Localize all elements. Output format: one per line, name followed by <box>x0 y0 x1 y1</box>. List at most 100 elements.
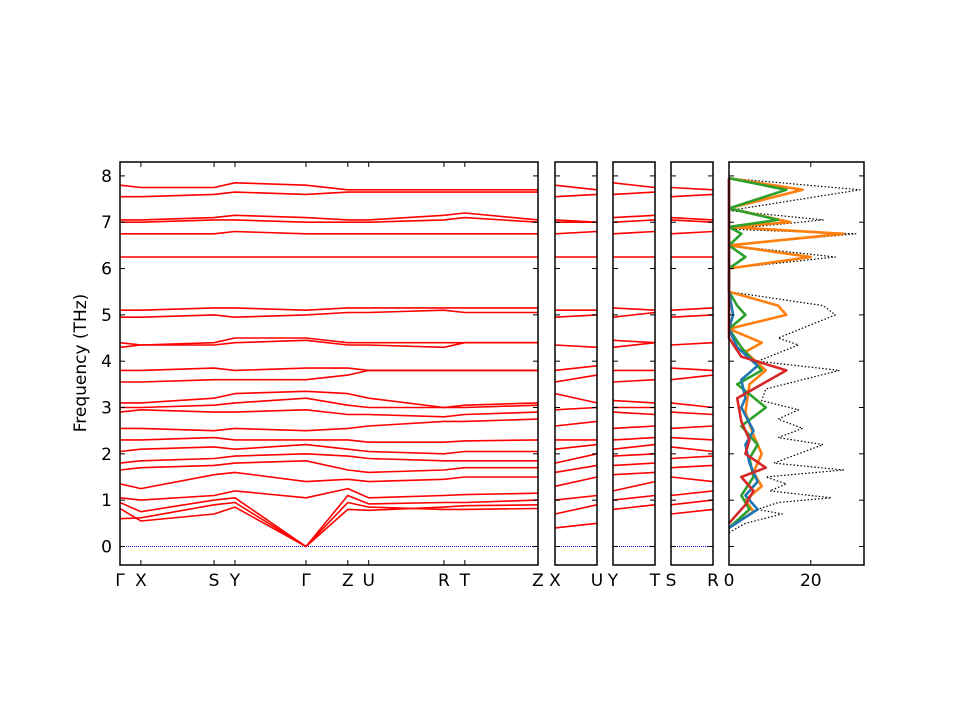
high-symmetry-label: Z <box>532 571 544 591</box>
band-line-2-20 <box>612 219 656 223</box>
band-line-0-5 <box>119 459 538 474</box>
high-symmetry-label: T <box>649 571 661 591</box>
band-line-2-1 <box>612 494 656 501</box>
y-tick-label: 4 <box>101 352 112 372</box>
band-line-0-22 <box>120 212 539 221</box>
band-line-1-11 <box>554 374 598 383</box>
band-line-1-10 <box>554 392 598 404</box>
high-symmetry-label: Γ <box>115 571 125 591</box>
band-line-0-17 <box>120 309 538 319</box>
band-line-1-3 <box>554 476 598 488</box>
band-line-2-6 <box>612 443 656 450</box>
high-symmetry-label: T <box>459 571 471 591</box>
high-symmetry-label: X <box>135 571 147 591</box>
band-line-3-10 <box>670 402 714 409</box>
band-line-3-14 <box>670 314 714 318</box>
band-line-2-22 <box>612 191 656 196</box>
band-line-3-18 <box>670 219 714 223</box>
band-line-0-14 <box>120 367 538 372</box>
band-line-2-23 <box>612 182 656 189</box>
band-line-1-17 <box>554 230 598 235</box>
high-symmetry-label: S <box>666 571 677 591</box>
band-panel-frame <box>554 161 598 566</box>
band-line-0-16 <box>119 337 538 346</box>
dos-x-tick-label: 20 <box>800 571 822 591</box>
band-line-2-12 <box>612 378 656 383</box>
band-line-3-19 <box>670 216 714 221</box>
high-symmetry-label: X <box>549 571 561 591</box>
band-line-1-19 <box>554 219 598 223</box>
band-line-3-2 <box>670 490 714 497</box>
band-line-3-13 <box>670 341 714 346</box>
band-line-2-11 <box>612 399 656 404</box>
band-line-0-18 <box>120 307 538 312</box>
band-line-2-21 <box>612 214 656 219</box>
band-line-1-1 <box>554 504 598 515</box>
band-line-0-9 <box>120 418 539 432</box>
high-symmetry-label: S <box>209 571 220 591</box>
band-line-0-0 <box>119 501 539 548</box>
band-line-3-21 <box>670 186 714 191</box>
band-line-1-21 <box>554 184 598 191</box>
band-line-0-11 <box>120 397 539 409</box>
band-line-2-3 <box>612 471 656 476</box>
band-line-0-8 <box>120 436 539 444</box>
band-line-2-5 <box>612 453 656 457</box>
band-line-2-2 <box>612 480 656 492</box>
band-line-3-20 <box>670 193 714 198</box>
band-line-2-9 <box>612 411 656 416</box>
band-line-0-20 <box>120 230 538 235</box>
dos-series-0 <box>728 177 861 534</box>
band-line-1-0 <box>554 522 598 529</box>
band-line-2-8 <box>612 425 656 430</box>
band-line-1-6 <box>554 443 598 450</box>
y-tick-label: 5 <box>101 306 112 326</box>
band-line-2-0 <box>612 504 656 511</box>
band-line-2-4 <box>612 462 656 467</box>
y-axis-label: Frequency (THz) <box>71 294 91 433</box>
band-line-1-4 <box>554 464 598 474</box>
band-line-3-1 <box>670 499 714 506</box>
band-panel-frame <box>612 161 656 566</box>
band-line-3-7 <box>670 436 714 441</box>
band-line-0-7 <box>119 443 538 455</box>
band-line-0-1 <box>119 501 539 548</box>
band-line-3-8 <box>670 425 714 430</box>
band-panel-frame <box>119 161 539 566</box>
band-line-0-12 <box>120 390 539 409</box>
band-line-1-12 <box>554 365 598 372</box>
band-line-3-4 <box>670 464 714 469</box>
high-symmetry-label: Y <box>229 571 241 591</box>
band-line-1-2 <box>554 494 598 501</box>
band-line-1-5 <box>554 453 598 464</box>
dos-series-4 <box>727 178 788 525</box>
band-line-1-8 <box>554 420 598 427</box>
high-symmetry-label: R <box>707 571 719 591</box>
dos-x-tick-label: 0 <box>724 571 735 591</box>
band-line-2-17 <box>612 307 656 311</box>
band-line-3-3 <box>670 476 714 483</box>
band-line-0-2 <box>119 494 539 548</box>
band-line-3-0 <box>670 508 714 515</box>
band-line-0-15 <box>119 339 538 349</box>
band-line-0-3 <box>119 487 539 501</box>
band-line-2-15 <box>612 339 656 344</box>
high-symmetry-label: U <box>591 571 603 591</box>
dos-panel-frame <box>728 161 865 566</box>
band-line-3-11 <box>670 374 714 381</box>
band-line-3-15 <box>670 307 714 311</box>
y-tick-label: 6 <box>101 260 112 280</box>
band-line-2-14 <box>612 341 656 349</box>
y-tick-label: 3 <box>101 399 112 419</box>
y-tick-label: 0 <box>101 537 112 557</box>
band-line-0-4 <box>119 471 538 490</box>
high-symmetry-label: R <box>438 571 450 591</box>
band-line-1-20 <box>554 193 598 198</box>
band-line-0-6 <box>119 452 538 464</box>
y-tick-label: 1 <box>101 491 112 511</box>
band-line-0-13 <box>120 369 538 383</box>
band-line-3-9 <box>670 411 714 416</box>
high-symmetry-label: Y <box>607 571 619 591</box>
high-symmetry-label: Γ <box>301 571 311 591</box>
